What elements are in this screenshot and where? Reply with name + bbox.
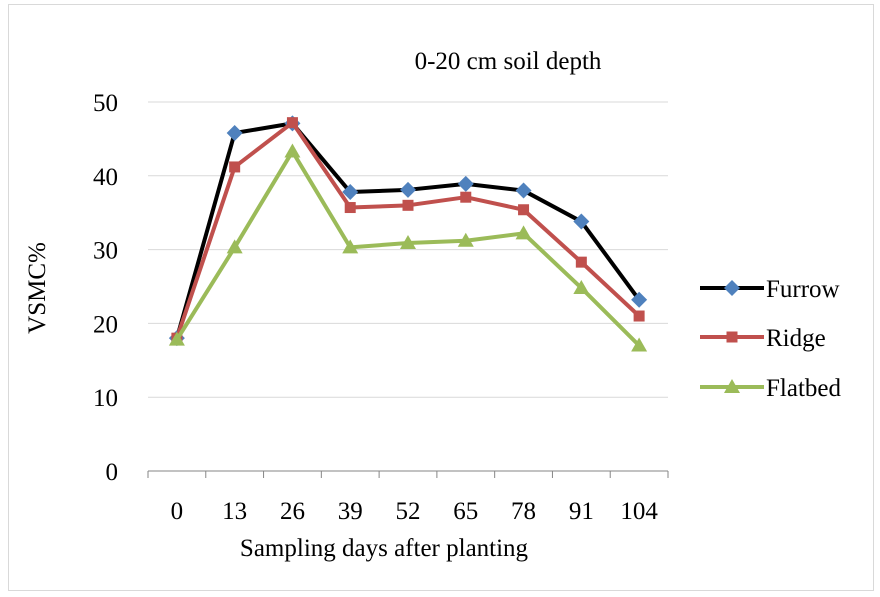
furrow-point-65 [457,175,474,192]
chart-title: 0-20 cm soil depth [415,48,602,75]
x-tick-label-65: 65 [453,498,478,525]
axes [147,470,669,478]
furrow-point-13 [226,124,243,141]
legend-flatbed-label: Flatbed [766,375,841,402]
x-tick-label-78: 78 [511,498,536,525]
series-lines [168,115,648,352]
x-tick-label-91: 91 [569,498,594,525]
y-tick-label-40: 40 [93,164,118,191]
y-tick-label-0: 0 [106,459,119,486]
furrow-point-91 [573,213,590,230]
x-axis-label: Sampling days after planting [240,535,529,562]
flatbed-point-91 [573,279,590,294]
x-tick-labels: 0 13 26 39 52 65 78 91 104 [171,498,659,525]
x-tick-label-52: 52 [396,498,421,525]
ridge-point-104 [633,310,645,322]
x-tick-label-0: 0 [171,498,184,525]
y-tick-label-30: 30 [93,238,118,265]
ridge-point-52 [402,199,414,211]
y-axis-label: VSMC% [24,242,51,334]
legend-furrow-label: Furrow [766,276,840,303]
x-tick-label-13: 13 [222,498,247,525]
flatbed-point-0 [168,331,185,346]
flatbed-point-78 [515,225,532,240]
flatbed-point-65 [457,232,474,247]
x-tick-label-26: 26 [280,498,305,525]
series-furrow [168,115,648,347]
y-tick-labels: 0 10 20 30 40 50 [93,90,118,486]
ridge-point-91 [575,256,587,268]
legend: Furrow Ridge Flatbed [700,276,841,402]
flatbed-point-13 [226,239,243,254]
legend-furrow-marker [724,280,740,296]
ridge-point-65 [460,191,472,203]
furrow-point-52 [400,181,416,198]
y-tick-label-20: 20 [93,311,118,338]
gridlines [148,101,668,398]
ridge-point-13 [229,161,241,173]
flatbed-point-104 [631,337,648,352]
furrow-point-78 [515,182,532,199]
flatbed-point-52 [400,234,416,249]
series-ridge [171,117,645,344]
ridge-point-26 [286,117,298,129]
furrow-point-104 [631,291,648,308]
legend-flatbed-marker [724,379,740,393]
ridge-point-78 [518,204,530,216]
series-flatbed [168,143,648,352]
flatbed-point-39 [342,239,359,254]
legend-ridge-marker [726,331,738,343]
legend-ridge-label: Ridge [766,325,826,352]
ridge-point-39 [344,202,356,214]
y-tick-label-10: 10 [93,385,118,412]
y-tick-label-50: 50 [93,90,118,117]
x-tick-label-104: 104 [620,498,658,525]
flatbed-point-26 [284,143,301,158]
furrow-point-39 [342,184,359,201]
x-tick-label-39: 39 [338,498,363,525]
